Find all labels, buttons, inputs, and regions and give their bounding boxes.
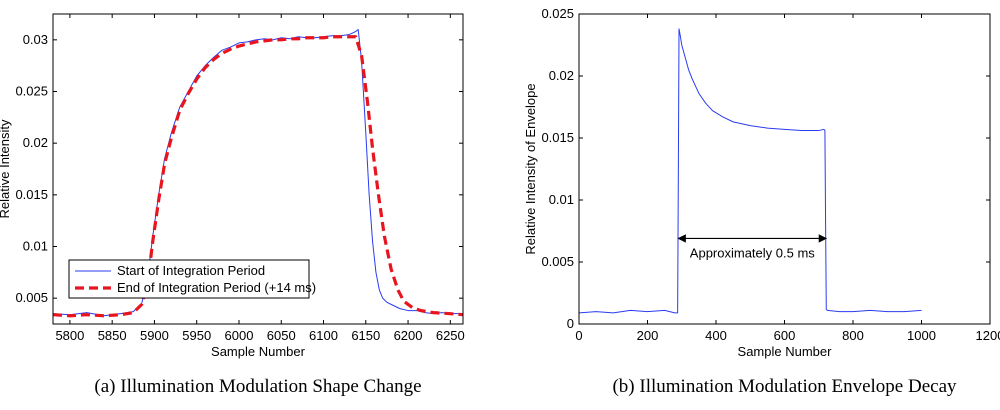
series-line-2: [53, 35, 463, 318]
x-tick-label: 6100: [309, 328, 338, 343]
y-tick-label: 0.015: [541, 130, 574, 145]
panel-b-series-layer: [579, 28, 922, 314]
panel-b-caption: (b) Illumination Modulation Envelope Dec…: [612, 376, 957, 397]
y-tick-label: 0.02: [549, 68, 574, 83]
panel-a-x-axis-label: Sample Number: [211, 344, 306, 359]
y-tick-label: 0.025: [15, 84, 48, 99]
y-tick-label: 0.025: [541, 6, 574, 21]
panel-a-ticks: 5800 5850 5900 5950 6000 6050 6100 6150 6200 6250…: [15, 14, 465, 343]
x-tick-label: 6000: [225, 328, 254, 343]
legend-label-start: Start of Integration Period: [117, 263, 265, 278]
x-tick-label: 400: [705, 328, 727, 343]
x-tick-label: 600: [774, 328, 796, 343]
x-tick-label: 5850: [98, 328, 127, 343]
x-tick-label: 5950: [182, 328, 211, 343]
panel-b-annotation: Approximately 0.5 ms: [690, 245, 815, 260]
panel-b-plot-frame: [578, 13, 991, 325]
panel-a-legend: Start of Integration Period End of Integ…: [68, 259, 316, 299]
x-tick-label: 6200: [394, 328, 423, 343]
chart-panel-a: 5800 5850 5900 5950 6000 6050 6100 6150 6200 6250…: [0, 13, 465, 397]
y-tick-label: 0.01: [549, 192, 574, 207]
x-tick-label: 1000: [907, 328, 936, 343]
x-tick-label: 200: [637, 328, 659, 343]
y-tick-label: 0.03: [23, 32, 48, 47]
panel-a-y-axis-label: Relative Intensity: [0, 119, 12, 218]
y-tick-label: 0.015: [15, 187, 48, 202]
x-tick-label: 6150: [351, 328, 380, 343]
y-tick-label: 0.01: [23, 239, 48, 254]
y-tick-label: 0.005: [541, 254, 574, 269]
panel-b-x-axis-label: Sample Number: [738, 344, 833, 359]
panel-b-y-axis-label: Relative Intensity of Envelope: [523, 83, 538, 254]
x-tick-label: 5800: [55, 328, 84, 343]
series-line-1: [579, 28, 922, 314]
x-tick-label: 800: [842, 328, 864, 343]
x-tick-label: 0: [575, 328, 582, 343]
panel-a-series-layer: [53, 29, 463, 318]
x-tick-label: 6050: [267, 328, 296, 343]
y-tick-label: 0.005: [15, 290, 48, 305]
panel-a-plot-frame: [52, 13, 464, 325]
legend-label-end: End of Integration Period (+14 ms): [117, 280, 316, 295]
panel-a-legend-box: [68, 259, 310, 299]
x-tick-label: 5900: [140, 328, 169, 343]
y-tick-label: 0: [567, 316, 574, 331]
x-tick-label: 6250: [436, 328, 465, 343]
panel-a-caption: (a) Illumination Modulation Shape Change: [94, 376, 421, 397]
y-tick-label: 0.02: [23, 135, 48, 150]
